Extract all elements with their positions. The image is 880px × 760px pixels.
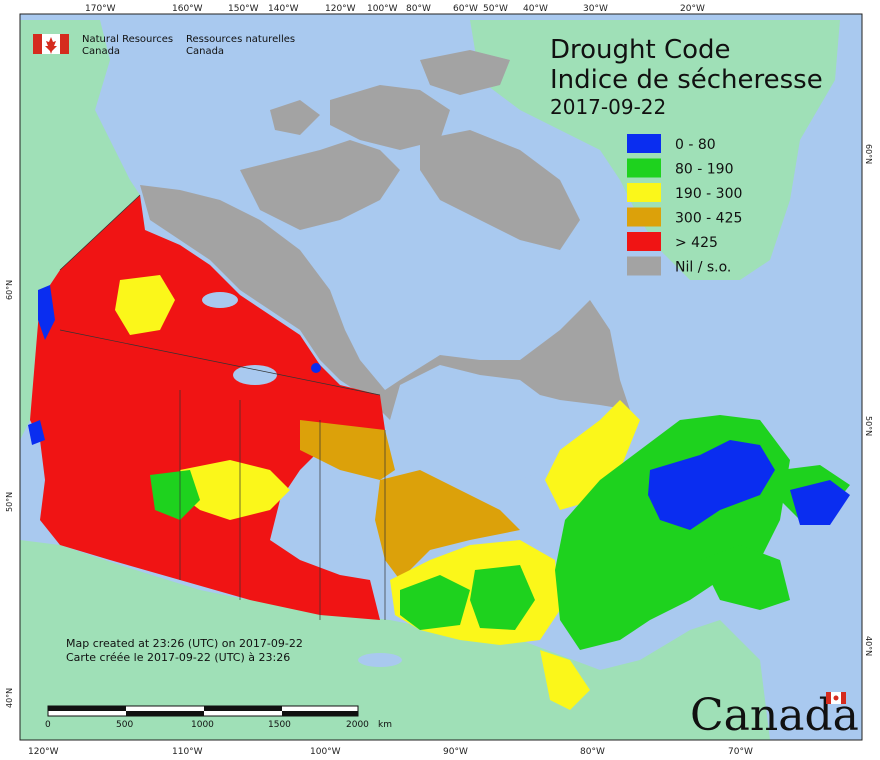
- legend-swatch-5: [627, 256, 661, 276]
- top-tick-4: 140°W: [268, 4, 299, 14]
- top-tick-7: 80°W: [406, 4, 431, 14]
- top-tick-6: 100°W: [367, 4, 398, 14]
- arctic-nil-region: [140, 50, 630, 420]
- wordmark-flag-icon: [826, 692, 846, 704]
- legend-label-2: 190 - 300: [675, 186, 742, 202]
- legend-label-3: 300 - 425: [675, 211, 742, 227]
- credit-fr-line1: Ressources naturelles: [186, 34, 295, 45]
- top-tick-12: 20°W: [680, 4, 705, 14]
- scale-label-unit: km: [378, 720, 392, 730]
- legend-label-0: 0 - 80: [675, 137, 716, 153]
- right-tick-3: 40°N: [864, 636, 873, 656]
- map-title-block: Drought Code Indice de sécheresse 2017-0…: [550, 35, 823, 119]
- legend-label-1: 80 - 190: [675, 162, 734, 178]
- credit-en-line2: Canada: [82, 46, 120, 57]
- top-tick-2: 160°W: [172, 4, 203, 14]
- drought-region-orange-west: [300, 420, 395, 480]
- footer-fr: Carte créée le 2017-09-22 (UTC) à 23:26: [66, 651, 290, 664]
- nrcan-signature: Natural Resources Canada Ressources natu…: [33, 34, 295, 57]
- title-en: Drought Code: [550, 35, 731, 65]
- bottom-tick-4: 90°W: [443, 747, 468, 757]
- bottom-tick-1: 120°W: [28, 747, 59, 757]
- map-footer: Map created at 23:26 (UTC) on 2017-09-22…: [66, 637, 303, 664]
- legend-label-5: Nil / s.o.: [675, 260, 731, 276]
- lakes: [202, 292, 402, 667]
- right-tick-2: 50°N: [864, 416, 873, 436]
- drought-region-blue: [28, 285, 850, 530]
- legend-swatch-0: [627, 134, 661, 153]
- legend-label-4: > 425: [675, 235, 718, 251]
- top-longitude-ticks: 170°W 160°W 150°W 140°W 120°W 100°W 80°W…: [85, 4, 705, 14]
- left-latitude-ticks: 60°N 50°N 40°N: [5, 280, 14, 708]
- top-tick-9: 50°W: [483, 4, 508, 14]
- top-tick-3: 150°W: [228, 4, 259, 14]
- top-tick-1: 170°W: [85, 4, 116, 14]
- bottom-tick-2: 110°W: [172, 747, 203, 757]
- legend-swatch-3: [627, 207, 661, 227]
- legend: 0 - 80 80 - 190 190 - 300 300 - 425 > 425 Nil…: [627, 134, 742, 276]
- bottom-tick-5: 80°W: [580, 747, 605, 757]
- scale-label-0: 0: [45, 720, 51, 730]
- left-tick-2: 50°N: [5, 492, 14, 512]
- scale-label-1000: 1000: [191, 720, 214, 730]
- legend-swatch-2: [627, 183, 661, 202]
- top-tick-10: 40°W: [523, 4, 548, 14]
- credit-en-line1: Natural Resources: [82, 34, 173, 45]
- canada-flag-icon: [33, 34, 69, 54]
- map-date: 2017-09-22: [550, 95, 666, 119]
- credit-fr-line2: Canada: [186, 46, 224, 57]
- left-tick-1: 60°N: [5, 280, 14, 300]
- bottom-tick-6: 70°W: [728, 747, 753, 757]
- scale-label-2000: 2000: [346, 720, 369, 730]
- title-fr: Indice de sécheresse: [550, 65, 823, 95]
- bottom-longitude-ticks: 120°W 110°W 100°W 90°W 80°W 70°W: [28, 747, 753, 757]
- alaska-land: [20, 20, 140, 440]
- footer-en: Map created at 23:26 (UTC) on 2017-09-22: [66, 637, 303, 650]
- scale-label-1500: 1500: [268, 720, 291, 730]
- scale-bar: 0 500 1000 1500 2000 km: [45, 705, 392, 730]
- left-tick-3: 40°N: [5, 688, 14, 708]
- top-tick-11: 30°W: [583, 4, 608, 14]
- hudson-bay: [385, 360, 555, 490]
- legend-swatch-4: [627, 232, 661, 251]
- canada-wordmark: Canada: [690, 690, 859, 741]
- top-tick-5: 120°W: [325, 4, 356, 14]
- drought-region-orange-central: [375, 470, 520, 580]
- province-borders: [59, 194, 386, 620]
- legend-swatch-1: [627, 158, 661, 178]
- map-border: [19, 13, 863, 741]
- right-tick-1: 60°N: [864, 144, 873, 164]
- top-tick-8: 60°W: [453, 4, 478, 14]
- right-latitude-ticks: 60°N 50°N 40°N: [864, 144, 873, 656]
- scale-label-500: 500: [116, 720, 133, 730]
- bottom-tick-3: 100°W: [310, 747, 341, 757]
